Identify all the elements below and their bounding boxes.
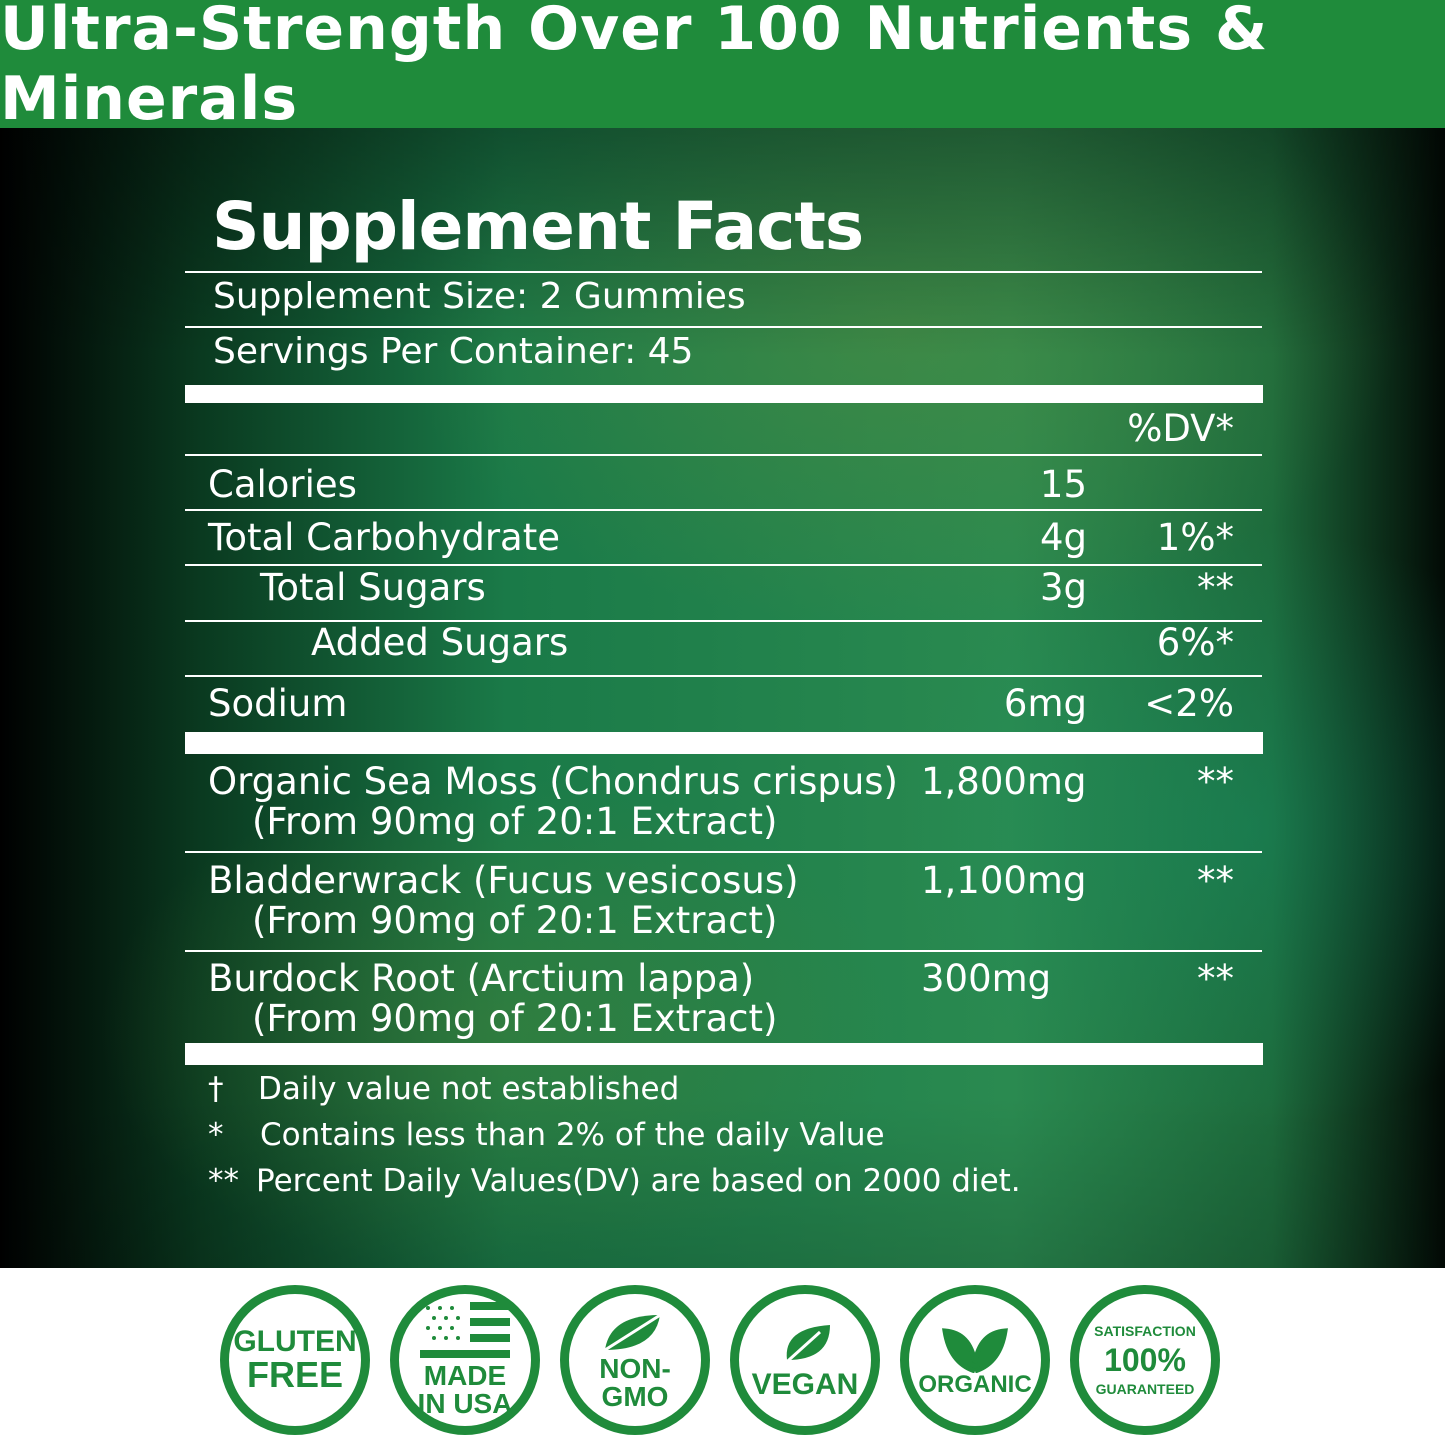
row-dv: 6%*: [1156, 621, 1234, 664]
ingredient-sub: (From 90mg of 20:1 Extract): [252, 899, 778, 942]
row-name: Total Carbohydrate: [208, 516, 561, 559]
ingredient-dv: **: [1197, 957, 1234, 1000]
divider: [185, 454, 1262, 456]
footnote-text: Daily value not established: [258, 1071, 680, 1107]
badge-text: 100%: [1104, 1342, 1186, 1378]
ingredient-name: Organic Sea Moss (Chondrus crispus): [208, 760, 898, 803]
divider: [185, 326, 1262, 328]
vegan-badge: VEGAN: [730, 1285, 880, 1435]
row-name: Added Sugars: [311, 621, 569, 664]
divider: [185, 509, 1262, 511]
row-amount: 15: [1039, 463, 1087, 506]
badge-text: IN USA: [417, 1388, 513, 1419]
ingredient-dv: **: [1197, 859, 1234, 902]
header-title: Ultra-Strength Over 100 Nutrients & Mine…: [0, 0, 1269, 134]
footnote-mark: *: [208, 1117, 224, 1153]
thick-divider: [185, 1043, 1263, 1065]
footnote-text: Percent Daily Values(DV) are based on 20…: [256, 1163, 1021, 1199]
servings-per-container: Servings Per Container: 45: [213, 331, 694, 372]
made-in-usa-badge: MADE IN USA: [390, 1285, 540, 1435]
row-amount: 6mg: [1003, 682, 1087, 725]
badge-text: GLUTEN: [233, 1325, 357, 1358]
facts-title: Supplement Facts: [212, 188, 864, 265]
header-banner: Ultra-Strength Over 100 Nutrients & Mine…: [0, 0, 1445, 134]
row-name: Calories: [208, 463, 357, 506]
row-amount: 4g: [1039, 516, 1087, 559]
footnote-mark: **: [208, 1163, 239, 1199]
divider: [185, 950, 1262, 952]
leaf-icon: [604, 1310, 666, 1351]
row-dv: 1%*: [1156, 516, 1234, 559]
thick-divider: [185, 385, 1263, 403]
thick-divider: [185, 732, 1263, 754]
us-flag-icon: [420, 1302, 510, 1358]
badge-text: FREE: [246, 1354, 343, 1395]
badge-text: GUARANTEED: [1095, 1381, 1195, 1397]
footnote-mark: †: [208, 1071, 224, 1107]
badge-text: MADE: [423, 1360, 507, 1391]
ingredient-name: Burdock Root (Arctium lappa): [208, 957, 755, 1000]
ingredient-amount: 300mg: [921, 957, 1052, 1000]
badge-row: GLUTEN FREE MADE IN USA NON-GMO VEGAN ORGA…: [220, 1285, 1220, 1435]
divider: [185, 271, 1262, 273]
divider: [185, 851, 1262, 853]
row-dv: **: [1197, 566, 1234, 609]
textured-background: [0, 128, 1445, 1268]
row-name: Total Sugars: [260, 566, 486, 609]
organic-badge: ORGANIC: [900, 1285, 1050, 1435]
ingredient-amount: 1,800mg: [921, 760, 1087, 803]
footnote-text: Contains less than 2% of the daily Value: [260, 1117, 885, 1153]
sprout-icon: [942, 1328, 1008, 1373]
gluten-free-badge: GLUTEN FREE: [220, 1285, 370, 1435]
divider: [185, 564, 1262, 566]
badge-text: NON-GMO: [599, 1352, 671, 1412]
ingredient-dv: **: [1197, 760, 1234, 803]
satisfaction-guaranteed-badge: SATISFACTION 100% GUARANTEED: [1070, 1285, 1220, 1435]
dv-header: %DV*: [1127, 407, 1234, 450]
badge-text: ORGANIC: [918, 1371, 1032, 1398]
badge-text: VEGAN: [751, 1368, 859, 1401]
ingredient-name: Bladderwrack (Fucus vesicosus): [208, 859, 799, 902]
non-gmo-badge: NON-GMO: [560, 1285, 710, 1435]
ingredient-sub: (From 90mg of 20:1 Extract): [252, 997, 778, 1040]
badge-text: SATISFACTION: [1094, 1323, 1196, 1339]
leaf-icon: [778, 1325, 830, 1370]
divider: [185, 620, 1262, 622]
row-name: Sodium: [208, 682, 348, 725]
serving-size: Supplement Size: 2 Gummies: [213, 276, 746, 317]
divider: [185, 675, 1262, 677]
ingredient-sub: (From 90mg of 20:1 Extract): [252, 800, 778, 843]
ingredient-amount: 1,100mg: [921, 859, 1087, 902]
row-amount: 3g: [1039, 566, 1087, 609]
row-dv: <2%: [1144, 682, 1234, 725]
